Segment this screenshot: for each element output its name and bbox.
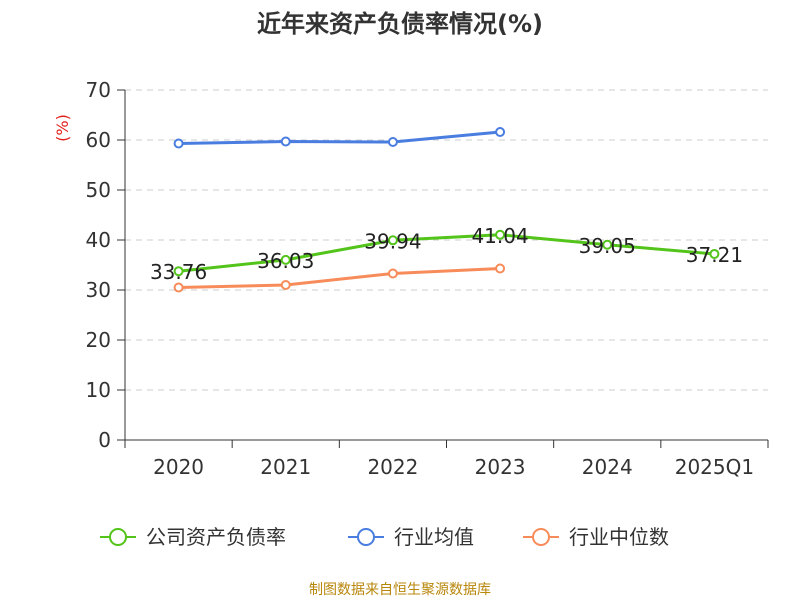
data-point	[495, 263, 506, 274]
x-tick-label: 2024	[582, 455, 633, 479]
data-label: 33.76	[150, 260, 207, 284]
data-label: 36.03	[257, 249, 314, 273]
y-tick-label: 30	[86, 278, 111, 302]
y-tick-label: 20	[86, 328, 111, 352]
data-label: 37.21	[686, 243, 743, 267]
series-group	[173, 127, 720, 293]
data-point	[280, 254, 291, 265]
legend-marker	[532, 528, 550, 546]
legend-label: 行业中位数	[569, 525, 669, 549]
data-point	[387, 235, 398, 246]
data-point	[602, 239, 613, 250]
source-note: 制图数据来自恒生聚源数据库	[309, 582, 491, 598]
y-axis-unit: (%)	[53, 114, 72, 142]
axes: 0 10 20 30 40 50 60 70 2020 2021 2022 2023 2024 2025Q…	[86, 78, 769, 479]
data-labels: 33.76 36.03 39.94 41.04 39.05 37.21	[150, 224, 743, 284]
data-point	[495, 127, 506, 137]
series-line	[178, 130, 501, 145]
y-tick-label: 0	[98, 428, 111, 452]
series-line	[178, 233, 715, 273]
x-tick-label: 2022	[367, 455, 418, 479]
legend-label: 公司资产负债率	[146, 525, 286, 549]
data-point	[173, 266, 184, 277]
legend-label: 行业均值	[394, 525, 474, 549]
data-point	[495, 229, 506, 240]
data-point	[280, 280, 291, 290]
x-tick-label: 2025Q1	[675, 455, 754, 479]
data-point	[709, 248, 720, 259]
data-label: 41.04	[471, 224, 528, 248]
legend-marker	[357, 528, 375, 546]
x-tick-label: 2023	[475, 455, 526, 479]
data-label: 39.94	[364, 229, 421, 253]
data-point	[173, 282, 184, 293]
legend[interactable]: 公司资产负债率 行业均值 行业中位数	[100, 525, 669, 549]
y-tick-label: 50	[86, 178, 111, 202]
grid-lines	[125, 89, 768, 391]
y-tick-label: 70	[86, 78, 111, 102]
y-tick-label: 10	[86, 378, 111, 402]
data-point	[173, 138, 184, 149]
legend-marker	[109, 528, 127, 546]
data-point	[280, 136, 291, 147]
series-line	[178, 267, 501, 289]
y-tick-label: 40	[86, 228, 111, 252]
x-tick-label: 2021	[260, 455, 311, 479]
x-tick-label: 2020	[153, 455, 204, 479]
data-point	[387, 268, 398, 279]
chart-title: 近年来资产负债率情况(%)	[257, 10, 543, 38]
data-label: 39.05	[579, 234, 636, 258]
y-tick-label: 60	[86, 128, 111, 152]
data-point	[387, 137, 398, 147]
